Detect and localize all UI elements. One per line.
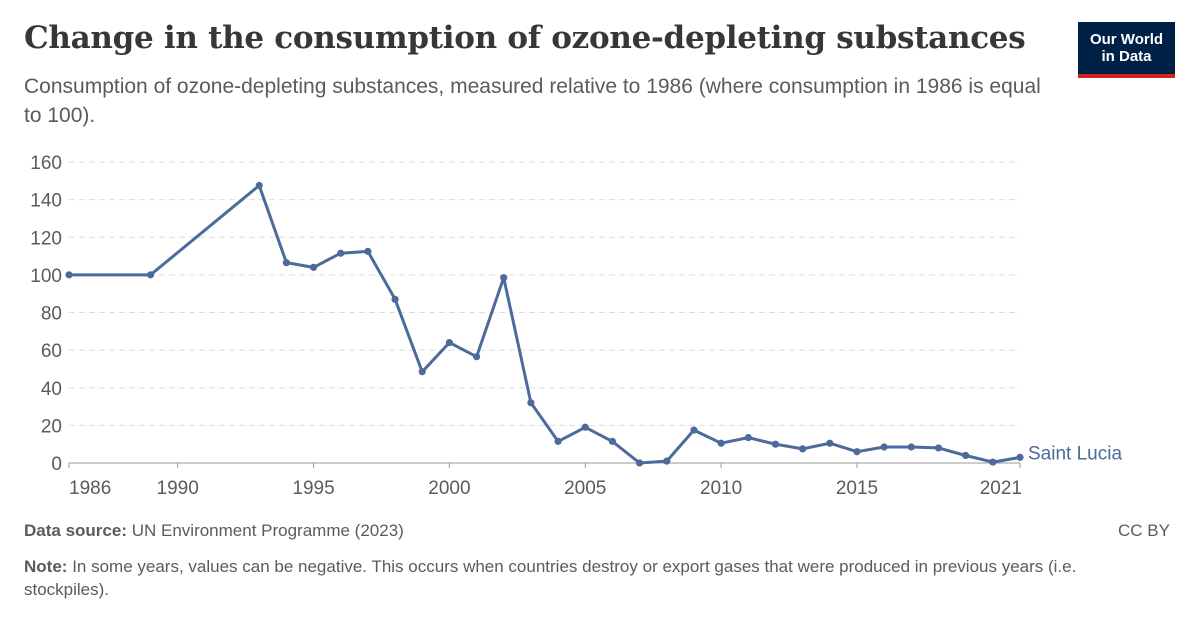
- note-label: Note:: [24, 557, 68, 576]
- chart-subtitle: Consumption of ozone-depleting substance…: [24, 75, 1041, 127]
- data-point[interactable]: [826, 439, 834, 447]
- data-point[interactable]: [989, 458, 997, 466]
- x-tick-label: 2000: [428, 478, 470, 499]
- y-tick-label: 120: [30, 228, 62, 249]
- data-point[interactable]: [255, 181, 263, 190]
- data-point[interactable]: [636, 459, 644, 467]
- data-source-label: Data source:: [24, 521, 127, 540]
- data-point[interactable]: [472, 353, 481, 361]
- data-point[interactable]: [364, 247, 372, 255]
- series-line[interactable]: [67, 184, 1022, 465]
- x-tick-label: 2005: [564, 478, 606, 499]
- data-point[interactable]: [663, 457, 671, 465]
- grid-lines: [69, 161, 1020, 426]
- data-point[interactable]: [962, 451, 970, 460]
- x-tick-label: 1986: [69, 478, 111, 499]
- series-label[interactable]: Saint Lucia: [1028, 443, 1122, 464]
- y-tick-label: 140: [30, 191, 62, 212]
- series: [65, 181, 1024, 467]
- data-point[interactable]: [146, 271, 155, 279]
- y-tick-label: 20: [41, 416, 62, 437]
- data-source-text[interactable]: UN Environment Programme (2023): [131, 521, 404, 540]
- chart-note: Note: In some years, values can be negat…: [24, 555, 1134, 601]
- data-point[interactable]: [309, 263, 318, 271]
- data-point[interactable]: [554, 437, 562, 445]
- data-point[interactable]: [934, 444, 943, 452]
- data-point[interactable]: [418, 368, 426, 376]
- series-labels: Saint Lucia: [1028, 443, 1122, 464]
- data-point[interactable]: [65, 271, 73, 279]
- data-point[interactable]: [282, 259, 290, 267]
- owid-logo[interactable]: Our World in Data: [1078, 22, 1175, 78]
- data-point[interactable]: [391, 295, 399, 303]
- chart-title: Change in the consumption of ozone-deple…: [24, 20, 1026, 56]
- data-point[interactable]: [337, 249, 345, 257]
- data-point[interactable]: [907, 443, 915, 451]
- x-tick-label: 2015: [836, 478, 878, 499]
- data-point[interactable]: [744, 434, 752, 442]
- data-point[interactable]: [608, 437, 617, 445]
- data-point[interactable]: [445, 339, 453, 347]
- y-tick-label: 160: [30, 153, 62, 174]
- logo-line-2: in Data: [1101, 48, 1152, 65]
- y-tick-label: 0: [51, 454, 62, 475]
- data-point[interactable]: [853, 448, 861, 456]
- data-point[interactable]: [880, 443, 888, 451]
- axes: 0 20 40 60 80 100 120 140 160 1986 1990 1995 2000 200…: [30, 153, 1022, 499]
- logo-line-1: Our World: [1089, 31, 1164, 48]
- x-tick-label: 1990: [157, 478, 199, 499]
- x-tick-label: 2010: [700, 478, 742, 499]
- data-point[interactable]: [1016, 453, 1024, 461]
- data-point[interactable]: [500, 274, 508, 282]
- data-point[interactable]: [527, 399, 535, 407]
- license-link[interactable]: CC BY: [1118, 521, 1170, 540]
- x-tick-label: 2021: [980, 478, 1022, 499]
- y-tick-label: 60: [41, 341, 62, 362]
- data-point[interactable]: [717, 439, 725, 447]
- data-point[interactable]: [771, 440, 780, 448]
- y-tick-label: 100: [30, 266, 62, 287]
- data-source: Data source: UN Environment Programme (2…: [24, 521, 404, 541]
- y-tick-label: 80: [41, 304, 62, 325]
- y-tick-label: 40: [41, 379, 62, 400]
- data-point[interactable]: [799, 445, 807, 453]
- note-text: In some years, values can be negative. T…: [24, 557, 1077, 599]
- data-point[interactable]: [581, 423, 589, 431]
- x-tick-label: 1995: [292, 478, 334, 499]
- data-point[interactable]: [690, 426, 698, 434]
